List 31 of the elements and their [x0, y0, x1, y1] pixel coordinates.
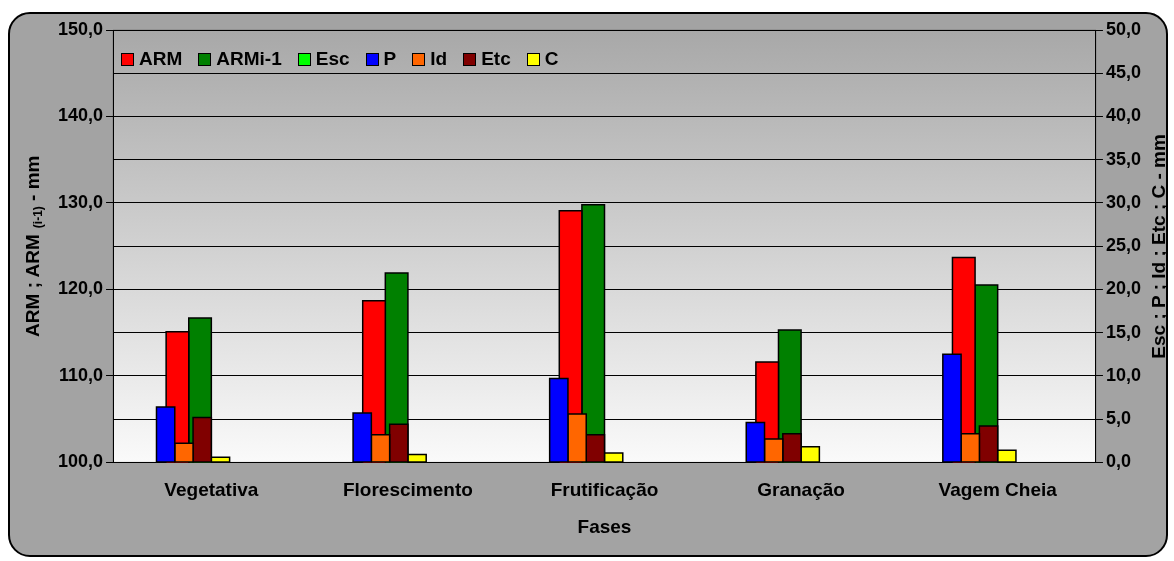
y2-tick-label: 50,0	[1105, 18, 1142, 39]
y2-tick-label: 5,0	[1105, 408, 1131, 429]
x-tick-label: Frutificação	[550, 479, 659, 501]
legend-label: P	[383, 48, 397, 70]
y-tick-label: 130,0	[58, 191, 104, 212]
x-tick-label: Granação	[757, 479, 845, 501]
x-axis-title: Fases	[577, 515, 632, 537]
y-tick-label: 100,0	[58, 451, 104, 472]
y2-tick-label: 45,0	[1105, 62, 1142, 83]
y2-tick-label: 30,0	[1105, 191, 1142, 212]
legend-label: ARM	[139, 48, 183, 70]
y2-tick-label: 20,0	[1105, 278, 1142, 299]
x-tick-label: Florescimento	[342, 479, 473, 501]
x-tick-label: Vagem Cheia	[938, 479, 1058, 501]
y-tick-label: 150,0	[58, 18, 104, 39]
legend-label: Esc	[315, 48, 350, 70]
x-tick-label: Vegetativa	[164, 479, 259, 501]
y-tick-label: 110,0	[58, 364, 104, 385]
y2-tick-label: 25,0	[1105, 235, 1142, 256]
legend-label: ARMi-1	[216, 48, 282, 70]
y2-tick-label: 10,0	[1105, 364, 1142, 385]
y2-tick-label: 40,0	[1105, 105, 1142, 126]
y-axis-title: ARM ; ARM (i-1) - mm	[22, 155, 46, 337]
y-tick-label: 140,0	[58, 105, 104, 126]
legend-label: C	[544, 48, 559, 70]
legend-label: Etc	[481, 48, 511, 70]
legend-label: Id	[430, 48, 448, 70]
y2-tick-label: 35,0	[1105, 148, 1142, 169]
y-tick-label: 120,0	[58, 278, 104, 299]
y2-tick-label: 0,0	[1105, 451, 1131, 472]
y2-tick-label: 15,0	[1105, 321, 1142, 342]
